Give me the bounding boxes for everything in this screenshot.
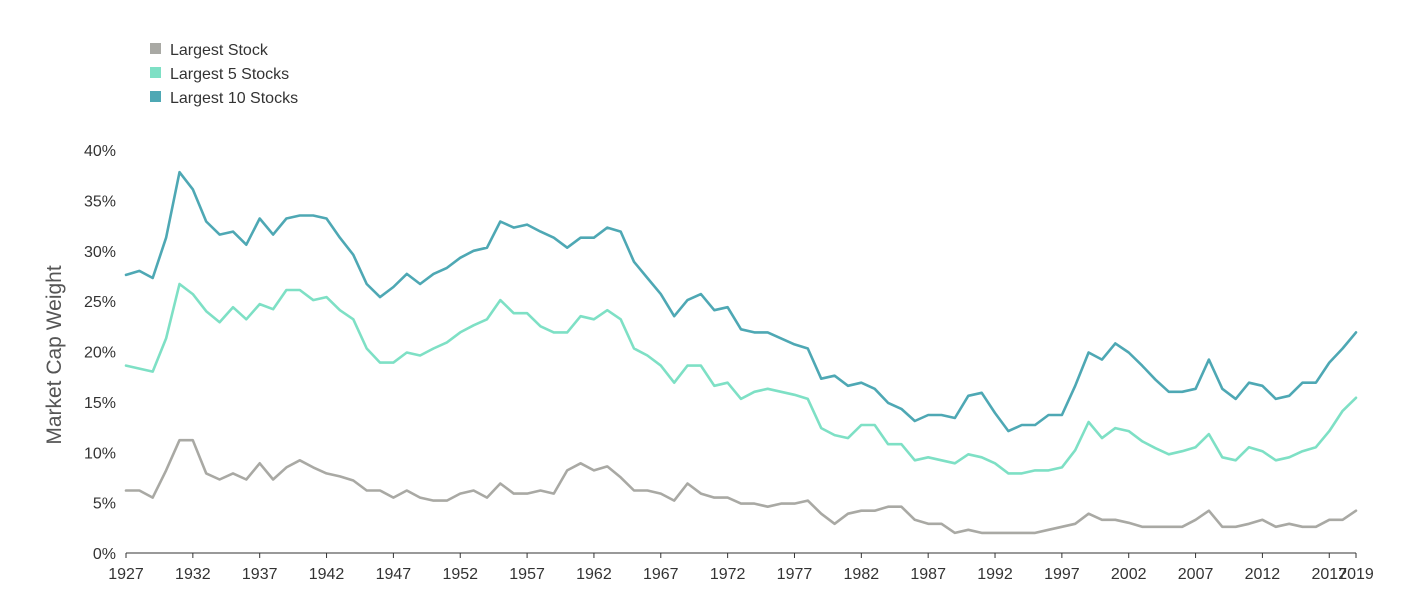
x-tick-label: 1997	[1044, 566, 1080, 583]
x-tick-label: 1987	[910, 566, 946, 583]
x-tick-label: 2007	[1178, 566, 1214, 583]
x-tick-label: 1952	[442, 566, 478, 583]
legend-label-largest-10-stocks: Largest 10 Stocks	[170, 90, 298, 107]
y-tick-label: 35%	[84, 193, 116, 210]
y-tick-label: 30%	[84, 244, 116, 261]
y-tick-label: 15%	[84, 395, 116, 412]
x-tick-label: 1992	[977, 566, 1013, 583]
y-tick-label: 10%	[84, 445, 116, 462]
series-lines	[124, 170, 1358, 535]
legend-label-largest-stock: Largest Stock	[170, 42, 269, 59]
series-line-largest-5-stocks	[124, 282, 1358, 475]
series-line-largest-10-stocks	[124, 170, 1358, 433]
x-tick-label: 1982	[844, 566, 880, 583]
x-tick-label: 1947	[376, 566, 412, 583]
x-tick-label: 1972	[710, 566, 746, 583]
x-tick-label: 1927	[108, 566, 144, 583]
legend: Largest Stock Largest 5 Stocks Largest 1…	[150, 42, 298, 107]
y-tick-label: 25%	[84, 294, 116, 311]
y-tick-label: 5%	[93, 496, 116, 513]
x-tick-label: 1967	[643, 566, 679, 583]
x-tick-label: 1957	[509, 566, 545, 583]
x-tick-label: 1942	[309, 566, 345, 583]
x-axis-ticks: 1927 1932 1937 1942 1947 1952 1957 1962 1967 1972…	[108, 553, 1374, 583]
legend-swatch-largest-stock	[150, 43, 161, 54]
x-tick-label: 2012	[1245, 566, 1281, 583]
x-tick-label: 2017	[1311, 566, 1347, 583]
x-tick-label: 2002	[1111, 566, 1147, 583]
y-tick-label: 40%	[84, 143, 116, 160]
legend-swatch-largest-10-stocks	[150, 91, 161, 102]
x-tick-label: 1977	[777, 566, 813, 583]
x-tick-label: 1932	[175, 566, 211, 583]
x-tick-label: 1962	[576, 566, 612, 583]
x-tick-label: 1937	[242, 566, 278, 583]
legend-swatch-largest-5-stocks	[150, 67, 161, 78]
y-tick-label: 0%	[93, 546, 116, 563]
y-axis-title: Market Cap Weight	[43, 265, 66, 445]
series-line-largest-stock	[124, 438, 1358, 535]
legend-label-largest-5-stocks: Largest 5 Stocks	[170, 66, 289, 83]
y-axis-ticks: 0% 5% 10% 15% 20% 25% 30% 35% 40%	[84, 143, 116, 563]
y-tick-label: 20%	[84, 345, 116, 362]
x-tick-label: 2019	[1338, 566, 1374, 583]
